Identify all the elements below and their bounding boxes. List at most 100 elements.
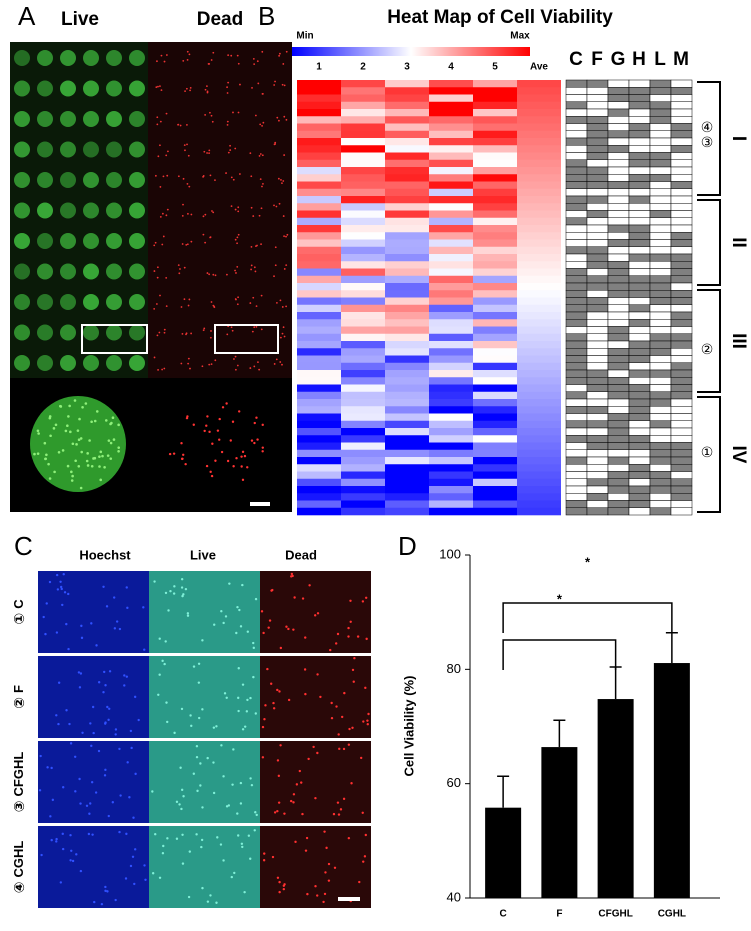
matrix-cell	[628, 471, 651, 479]
heatmap-cell	[297, 87, 341, 95]
heatmap-cell	[517, 109, 561, 117]
cell-dot	[329, 648, 332, 652]
cell-dot	[263, 717, 266, 721]
heatmap-cell	[385, 428, 429, 436]
cell-dot	[249, 777, 252, 780]
cell-dot	[254, 811, 257, 814]
matrix-cell	[607, 79, 630, 88]
cell-dot	[67, 647, 70, 651]
cell-dot	[187, 895, 191, 899]
heatmap-cell	[473, 116, 517, 124]
matrix-cell	[607, 123, 630, 131]
cell-dot	[164, 640, 167, 643]
heatmap-cell	[385, 478, 429, 487]
heatmap-cell	[297, 399, 341, 407]
cell-dot	[49, 815, 52, 818]
error-bar	[553, 719, 566, 748]
matrix-cell	[565, 101, 588, 110]
cell-dot	[75, 853, 78, 856]
matrix-cell	[565, 94, 588, 102]
spheroid	[106, 111, 122, 127]
speckle	[71, 442, 75, 446]
dead-dot	[157, 85, 159, 88]
dead-dot	[203, 150, 206, 153]
heatmap-cell	[517, 174, 561, 182]
dead-dot	[162, 235, 165, 238]
cell-dot	[298, 769, 302, 773]
dead-dot	[249, 367, 252, 369]
dead-dot	[168, 452, 172, 456]
matrix-cell	[586, 449, 609, 458]
heatmap-cell	[429, 152, 473, 161]
cell-dot	[220, 609, 223, 613]
matrix-cell	[628, 137, 651, 146]
column-label: 3	[404, 62, 410, 73]
dead-dot	[235, 298, 237, 301]
heatmap-cell	[297, 449, 341, 458]
dead-dot	[161, 368, 164, 371]
spheroid	[129, 355, 145, 371]
heatmap-cell	[341, 123, 385, 132]
heatmap-cell	[473, 261, 517, 269]
row-marker: ③	[12, 800, 28, 812]
speckle	[48, 416, 52, 420]
heatmap-cell	[385, 116, 429, 124]
heatmap-cell	[297, 471, 341, 480]
heatmap-cell	[341, 507, 385, 516]
heatmap-cell	[429, 109, 473, 117]
cell-dot	[94, 791, 98, 794]
heatmap-cell	[429, 341, 473, 349]
matrix-cell	[607, 398, 630, 407]
dead-dot	[274, 264, 277, 267]
heatmap-cell	[473, 341, 517, 349]
dead-dot	[229, 149, 232, 151]
heatmap-cell	[473, 297, 517, 306]
matrix-cell	[628, 340, 651, 349]
spheroid	[129, 172, 145, 188]
cell-dot	[332, 812, 336, 816]
cell-dot	[65, 622, 68, 626]
dead-dot	[279, 336, 282, 339]
dead-dot	[204, 114, 207, 116]
matrix-cell	[607, 195, 630, 204]
dead-dot	[234, 269, 236, 272]
matrix-cell	[628, 94, 651, 102]
matrix-cell	[670, 268, 693, 276]
dead-dot	[163, 328, 166, 331]
speckle	[107, 439, 111, 442]
matrix-cell	[586, 130, 609, 139]
spheroid	[106, 141, 122, 158]
cell-dot	[304, 636, 307, 639]
dead-dot	[273, 363, 276, 365]
matrix-cell	[649, 413, 672, 421]
dead-dot	[281, 182, 283, 185]
heatmap-cell	[473, 239, 517, 248]
heatmap-cell	[297, 493, 341, 501]
heatmap-cell	[429, 268, 473, 277]
cell-dot	[252, 675, 255, 679]
color-bar	[292, 47, 530, 56]
cell-dot	[200, 845, 203, 849]
cell-dot	[108, 670, 112, 673]
cell-dot	[316, 612, 320, 615]
cell-dot	[62, 786, 65, 789]
heatmap-cell	[517, 500, 561, 509]
dead-dot	[241, 450, 245, 454]
cell-dot	[112, 596, 116, 599]
heatmap-cell	[429, 275, 473, 284]
matrix-cell	[586, 253, 609, 262]
speckle	[79, 486, 83, 490]
matrix-cell	[586, 398, 609, 407]
cell-dot	[303, 668, 307, 671]
matrix-cell	[670, 456, 693, 465]
spheroid	[37, 355, 53, 371]
dead-dot	[208, 152, 210, 155]
heatmap-cell	[297, 442, 341, 451]
cell-dot	[334, 642, 338, 645]
heatmap-cell	[385, 246, 429, 255]
heatmap-cell	[517, 471, 561, 480]
heatmap-cell	[429, 225, 473, 233]
cell-dot	[179, 766, 182, 769]
matrix-cell	[607, 464, 630, 472]
matrix-cell	[607, 137, 630, 146]
